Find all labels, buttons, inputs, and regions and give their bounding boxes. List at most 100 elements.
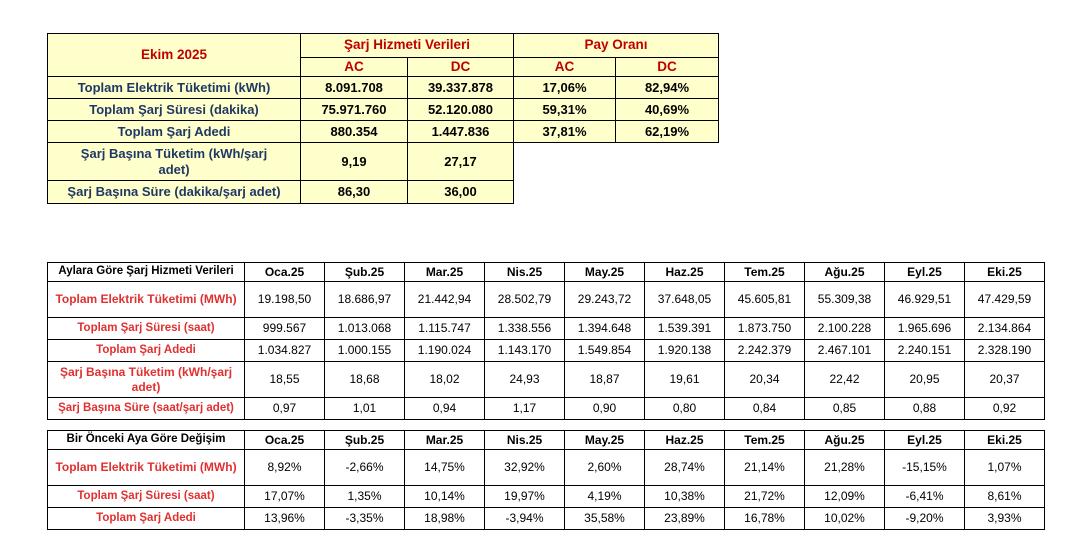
data-cell: 52.120.080 — [407, 98, 514, 122]
data-cell: 999.567 — [244, 317, 325, 340]
row-label: Toplam Elektrik Tüketimi (kWh) — [47, 76, 301, 100]
table-row: Toplam Şarj Süresi (dakika) 75.971.760 5… — [47, 98, 719, 122]
data-cell: 8,92% — [244, 449, 325, 486]
data-cell: 28,74% — [644, 449, 725, 486]
data-cell: 21,72% — [724, 485, 805, 508]
data-cell: 1.447.836 — [407, 120, 514, 144]
data-cell: 19.198,50 — [244, 281, 325, 318]
data-cell: 1.920.138 — [644, 339, 725, 362]
data-cell: 18,98% — [404, 507, 485, 530]
data-cell: 1,17 — [484, 397, 565, 420]
data-cell: 0,90 — [564, 397, 645, 420]
data-cell: 18,87 — [564, 361, 645, 398]
row-label: Toplam Şarj Adedi — [47, 507, 245, 530]
data-cell: 22,42 — [804, 361, 885, 398]
data-cell: 16,78% — [724, 507, 805, 530]
data-cell: 23,89% — [644, 507, 725, 530]
row-label: Toplam Elektrik Tüketimi (MWh) — [47, 449, 245, 486]
month-header: Eki.25 — [964, 430, 1045, 450]
row-label: Toplam Şarj Süresi (saat) — [47, 317, 245, 340]
row-label: Şarj Başına Tüketim (kWh/şarj adet) — [47, 142, 301, 182]
empty-area — [514, 143, 719, 181]
data-cell: 1.965.696 — [884, 317, 965, 340]
month-header: Şub.25 — [324, 262, 405, 282]
table-row: Toplam Elektrik Tüketimi (MWh) 8,92% -2,… — [47, 449, 1045, 486]
data-cell: 1.338.556 — [484, 317, 565, 340]
mom-change-table: Bir Önceki Aya Göre Değişim Oca.25 Şub.2… — [47, 430, 1045, 530]
data-cell: -15,15% — [884, 449, 965, 486]
month-header: Oca.25 — [244, 430, 325, 450]
data-cell: 37,81% — [513, 120, 616, 144]
row-label: Toplam Şarj Adedi — [47, 120, 301, 144]
table-row: Şarj Başına Süre (dakika/şarj adet) 86,3… — [47, 180, 719, 205]
data-cell: 18.686,97 — [324, 281, 405, 318]
data-cell: 18,68 — [324, 361, 405, 398]
data-cell: -6,41% — [884, 485, 965, 508]
data-cell: 1,07% — [964, 449, 1045, 486]
data-cell: 17,07% — [244, 485, 325, 508]
data-cell: 36,00 — [407, 180, 514, 205]
data-cell: 2.134.864 — [964, 317, 1045, 340]
month-header: Eyl.25 — [884, 262, 965, 282]
data-cell: 45.605,81 — [724, 281, 805, 318]
data-cell: 1.115.747 — [404, 317, 485, 340]
col-header-ac: AC — [300, 56, 408, 78]
data-cell: 3,93% — [964, 507, 1045, 530]
data-cell: 1.000.155 — [324, 339, 405, 362]
data-cell: 8,61% — [964, 485, 1045, 508]
data-cell: 0,85 — [804, 397, 885, 420]
data-cell: 27,17 — [407, 142, 514, 182]
table-row: Toplam Şarj Adedi 880.354 1.447.836 37,8… — [47, 120, 719, 144]
data-cell: 82,94% — [615, 76, 719, 100]
data-cell: -9,20% — [884, 507, 965, 530]
data-cell: -3,94% — [484, 507, 565, 530]
row-label: Şarj Başına Tüketim (kWh/şarj adet) — [47, 361, 245, 398]
data-cell: 12,09% — [804, 485, 885, 508]
data-cell: 2.242.379 — [724, 339, 805, 362]
data-cell: 10,14% — [404, 485, 485, 508]
data-cell: 10,02% — [804, 507, 885, 530]
row-label: Toplam Şarj Süresi (saat) — [47, 485, 245, 508]
data-cell: 20,95 — [884, 361, 965, 398]
group-header-charging-data: Şarj Hizmeti Verileri — [300, 33, 514, 58]
empty-area — [514, 181, 719, 204]
data-cell: 0,80 — [644, 397, 725, 420]
data-cell: 39.337.878 — [407, 76, 514, 100]
month-header: Şub.25 — [324, 430, 405, 450]
month-header: Haz.25 — [644, 430, 725, 450]
month-header: Tem.25 — [724, 262, 805, 282]
month-header: Nis.25 — [484, 430, 565, 450]
row-label: Toplam Elektrik Tüketimi (MWh) — [47, 281, 245, 318]
data-cell: 1.549.854 — [564, 339, 645, 362]
data-cell: 9,19 — [300, 142, 408, 182]
data-cell: 1.143.170 — [484, 339, 565, 362]
data-cell: 21.442,94 — [404, 281, 485, 318]
data-cell: 62,19% — [615, 120, 719, 144]
table-row: Şarj Başına Tüketim (kWh/şarj adet) 18,5… — [47, 361, 1045, 398]
table-row: Toplam Şarj Adedi 1.034.827 1.000.155 1.… — [47, 339, 1045, 362]
row-label: Toplam Şarj Adedi — [47, 339, 245, 362]
data-cell: 13,96% — [244, 507, 325, 530]
data-cell: 40,69% — [615, 98, 719, 122]
table-row: Şarj Başına Tüketim (kWh/şarj adet) 9,19… — [47, 142, 719, 182]
data-cell: 14,75% — [404, 449, 485, 486]
data-cell: 18,55 — [244, 361, 325, 398]
month-header: May.25 — [564, 430, 645, 450]
summary-table-title: Ekim 2025 — [47, 32, 301, 78]
data-cell: -3,35% — [324, 507, 405, 530]
data-cell: 46.929,51 — [884, 281, 965, 318]
data-cell: 2,60% — [564, 449, 645, 486]
table-row: Toplam Şarj Süresi (saat) 999.567 1.013.… — [47, 317, 1045, 340]
data-cell: 28.502,79 — [484, 281, 565, 318]
data-cell: 24,93 — [484, 361, 565, 398]
data-cell: 21,28% — [804, 449, 885, 486]
data-cell: 86,30 — [300, 180, 408, 205]
data-cell: 37.648,05 — [644, 281, 725, 318]
data-cell: 55.309,38 — [804, 281, 885, 318]
data-cell: 880.354 — [300, 120, 408, 144]
table-row: Şarj Başına Süre (saat/şarj adet) 0,97 1… — [47, 397, 1045, 420]
data-cell: 2.100.228 — [804, 317, 885, 340]
month-header: Eki.25 — [964, 262, 1045, 282]
data-cell: 4,19% — [564, 485, 645, 508]
data-cell: 1.539.391 — [644, 317, 725, 340]
